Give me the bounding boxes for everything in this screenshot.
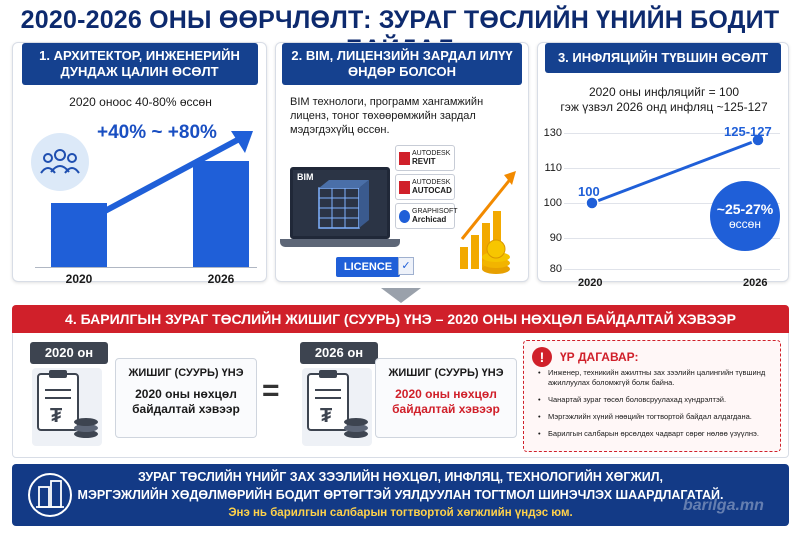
people-icon [31,133,89,191]
conclusion-line-2: МЭРГЭЖЛИЙН ХӨДӨЛМӨРИЙН БОДИТ ӨРТӨГТЭЙ УЯ… [77,488,724,502]
laptop-base [280,239,400,247]
base-price-value: 2020 оны нөхцөл байдалтай хэвээр [132,387,240,416]
conclusion-line-3: Энэ нь барилгын салбарын тогтвортой хөгж… [228,507,573,519]
inflation-point-2020 [585,196,599,210]
revit-logo: AUTODESK REVIT [395,145,455,171]
salary-bar-2026 [193,161,249,267]
conclusion-banner: ЗУРАГ ТӨСЛИЙН ҮНИЙГ ЗАХ ЗЭЭЛИЙН НӨХЦӨЛ, … [12,464,789,526]
salary-axis [35,267,257,268]
inflation-point-label-2020: 100 [578,184,600,199]
inflation-heading: 3. ИНФЛЯЦИЙН ТҮВШИН ӨСӨЛТ [545,43,781,73]
base-price-value: 2020 оны нөхцөл байдалтай хэвээр [392,387,500,416]
salary-label-2020: 2020 [65,272,93,286]
gridline [564,269,780,270]
inflation-subtitle: 2020 оны инфляцийг = 100 гэж үзвэл 2026 … [560,85,768,114]
inflation-growth-badge: ~25-27% өссөн [710,181,780,251]
autocad-logo: AUTODESK AUTOCAD [395,174,455,200]
y-tick-label: 100 [543,197,562,209]
base-price-heading: 4. БАРИЛГЫН ЗУРАГ ТӨСЛИЙН ЖИШИГ (СУУРЬ) … [12,305,789,333]
licence-badge: LICENCE [336,257,400,277]
x-tick-label-2020: 2020 [578,277,603,289]
tugrik-icon: ₮ [320,405,333,427]
clipboard-icon: ₮ [32,368,102,446]
gridline [564,168,780,169]
salary-growth-panel: 1. АРХИТЕКТОР, ИНЖЕНЕРИЙН ДУНДАЖ ЦАЛИН Ө… [12,42,267,286]
coin-stack-icon [482,239,510,274]
base-price-title: ЖИШИГ (СУУРЬ) ҮНЭ [128,367,244,379]
inflation-line-chart [585,133,765,210]
salary-label-2026: 2026 [207,272,235,286]
bim-license-panel: 2. BIM, ЛИЦЕНЗИЙН ЗАРДАЛ ИЛҮҮ ӨНДӨР БОЛС… [275,42,529,282]
list-item: Инженер, техникийн ажилтны зах зээлийн ц… [538,368,778,388]
equals-sign: = [262,374,280,407]
list-item: Чанартай зураг төсөл боловсруулахад хүнд… [538,395,778,405]
autocad-logo-icon [399,181,410,194]
year-badge-2026: 2026 он [300,342,378,364]
base-price-title: ЖИШИГ (СУУРЬ) ҮНЭ [388,367,504,379]
warning-icon: ! [532,347,552,367]
watermark-logo: barilga.mn [683,497,764,514]
laptop-icon: BIM [290,167,390,239]
x-tick-label-2026: 2026 [743,277,768,289]
inflation-panel: 3. ИНФЛЯЦИЙН ТҮВШИН ӨСӨЛТ 2020 оны инфля… [537,42,789,289]
down-arrow-icon [381,288,421,303]
year-badge-2020: 2020 он [30,342,108,364]
salary-growth-subtitle: 2020 оноос 40-80% өссөн [69,95,212,109]
tugrik-icon: ₮ [50,405,63,427]
y-tick-label: 90 [549,232,562,244]
archicad-logo: GRAPHISOFT Archicad [395,203,458,229]
salary-growth-heading: 1. АРХИТЕКТОР, ИНЖЕНЕРИЙН ДУНДАЖ ЦАЛИН Ө… [21,43,258,85]
list-item: Мэргэжлийн хүний нөөцийн тогтвортой байд… [538,412,778,422]
inflation-point-label-2026: 125-127 [724,124,772,139]
bim-license-heading: 2. BIM, ЛИЦЕНЗИЙН ЗАРДАЛ ИЛҮҮ ӨНДӨР БОЛС… [282,43,522,85]
check-icon: ✓ [398,257,414,275]
conclusion-line-1: ЗУРАГ ТӨСЛИЙН ҮНИЙГ ЗАХ ЗЭЭЛИЙН НӨХЦӨЛ, … [138,470,663,484]
archicad-logo-icon [399,210,410,223]
y-tick-label: 130 [543,127,562,139]
revit-logo-icon [399,152,410,165]
gridline [564,133,780,134]
base-price-box-2020: ЖИШИГ (СУУРЬ) ҮНЭ 2020 оны нөхцөл байдал… [115,358,257,438]
salary-bar-2020 [51,203,107,267]
consequences-box: ! ҮР ДАГАВАР: Инженер, техникийн ажилтны… [523,340,781,452]
consequences-list: Инженер, техникийн ажилтны зах зээлийн ц… [538,368,778,446]
base-price-box-2026: ЖИШИГ (СУУРЬ) ҮНЭ 2020 оны нөхцөл байдал… [375,358,517,438]
buildings-icon [28,473,72,517]
consequences-title: ҮР ДАГАВАР: [560,350,639,364]
y-tick-label: 110 [544,162,562,174]
gridline [564,203,780,204]
gridline [564,238,780,239]
inflation-point-2026 [751,133,765,147]
salary-growth-label: +40% ~ +80% [97,122,217,143]
inflation-series-line [591,138,759,205]
clipboard-icon: ₮ [302,368,372,446]
bim-license-text: BIM технологи, программ хангамжийн лицен… [290,96,484,136]
y-tick-label: 80 [549,263,562,275]
bim-screen-label: BIM [297,172,314,182]
growth-arrow-icon [103,131,253,214]
list-item: Барилгын салбарын өрсөлдөх чадварт сөрөг… [538,429,778,439]
